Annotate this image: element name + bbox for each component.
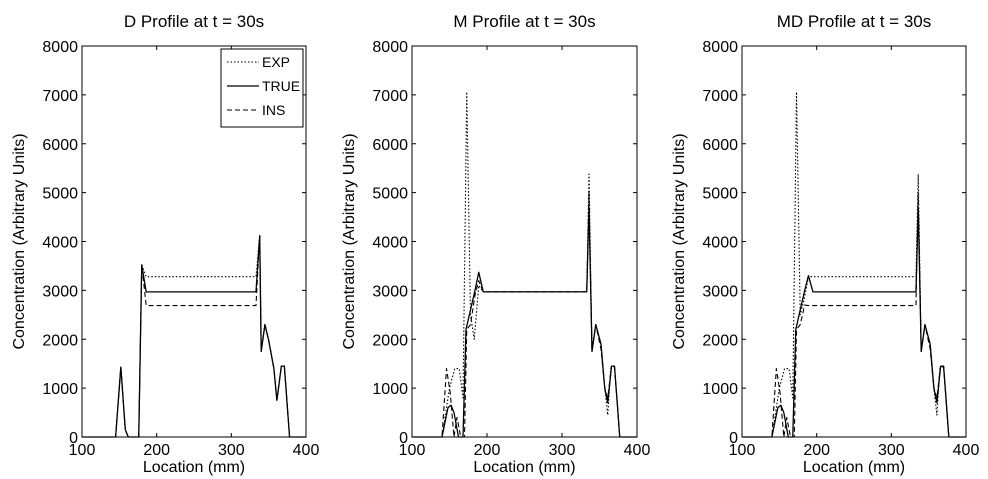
x-tick-label: 200 bbox=[474, 442, 501, 459]
x-axis-label: Location (mm) bbox=[803, 459, 905, 476]
series-group bbox=[82, 234, 306, 438]
series-line-exp bbox=[412, 91, 637, 438]
chart-panel-2: 0 1000 2000 3000 4000 5000 6000 7000 8000 100 200 3… bbox=[341, 12, 650, 476]
y-tick-label: 3000 bbox=[42, 283, 78, 300]
x-tick-label: 400 bbox=[953, 442, 980, 459]
x-tick-label: 300 bbox=[218, 442, 245, 459]
y-tick-label: 1000 bbox=[42, 381, 78, 398]
y-tick-label: 3000 bbox=[372, 283, 408, 300]
y-tick-label: 5000 bbox=[42, 186, 78, 203]
series-group bbox=[742, 91, 966, 438]
y-tick-label: 6000 bbox=[42, 137, 78, 154]
chart-title: MD Profile at t = 30s bbox=[777, 12, 931, 31]
legend-entry-true: TRUE bbox=[262, 78, 300, 94]
y-tick-label: 4000 bbox=[42, 235, 78, 252]
chart-panel-3: 0 1000 2000 3000 4000 5000 6000 7000 8000 100 200 3… bbox=[671, 12, 979, 476]
y-tick-label: 1000 bbox=[702, 381, 738, 398]
y-tick-label: 0 bbox=[729, 430, 738, 447]
series-line-ins bbox=[742, 192, 966, 438]
y-tick-label: 8000 bbox=[702, 39, 738, 56]
y-tick-label: 4000 bbox=[372, 235, 408, 252]
legend-entry-ins: INS bbox=[262, 102, 285, 118]
x-tick-label: 200 bbox=[803, 442, 830, 459]
y-tick-label: 2000 bbox=[42, 332, 78, 349]
x-tick-label: 400 bbox=[293, 442, 320, 459]
y-tick-label: 5000 bbox=[702, 186, 738, 203]
x-axis-label: Location (mm) bbox=[473, 459, 575, 476]
y-tick-label: 7000 bbox=[42, 88, 78, 105]
y-tick-label: 8000 bbox=[372, 39, 408, 56]
plot-area bbox=[412, 46, 637, 437]
y-tick-label: 6000 bbox=[372, 137, 408, 154]
y-tick-label: 2000 bbox=[702, 332, 738, 349]
y-tick-label: 7000 bbox=[372, 88, 408, 105]
legend: EXP TRUE INS bbox=[220, 48, 304, 128]
chart-title: M Profile at t = 30s bbox=[453, 12, 595, 31]
chart-panel-1: 0 1000 2000 3000 4000 5000 6000 7000 8000 100 200 3… bbox=[11, 12, 319, 476]
chart-title: D Profile at t = 30s bbox=[124, 12, 264, 31]
y-tick-label: 7000 bbox=[702, 88, 738, 105]
y-tick-label: 5000 bbox=[372, 186, 408, 203]
y-tick-label: 8000 bbox=[42, 39, 78, 56]
y-tick-label: 0 bbox=[69, 430, 78, 447]
x-tick-label: 300 bbox=[549, 442, 576, 459]
x-tick-label: 200 bbox=[143, 442, 170, 459]
y-axis-label: Concentration (Arbitrary Units) bbox=[341, 133, 358, 349]
series-line-ins bbox=[412, 192, 637, 438]
x-tick-label: 100 bbox=[399, 442, 426, 459]
x-tick-label: 300 bbox=[878, 442, 905, 459]
x-tick-label: 400 bbox=[624, 442, 651, 459]
y-tick-label: 6000 bbox=[702, 137, 738, 154]
series-line-ins bbox=[82, 235, 306, 438]
series-group bbox=[412, 91, 637, 438]
y-axis-label: Concentration (Arbitrary Units) bbox=[11, 133, 28, 349]
legend-entry-exp: EXP bbox=[262, 54, 290, 70]
plot-area bbox=[742, 46, 966, 437]
y-tick-label: 2000 bbox=[372, 332, 408, 349]
y-tick-label: 3000 bbox=[702, 283, 738, 300]
y-tick-label: 0 bbox=[399, 430, 408, 447]
x-tick-label: 100 bbox=[729, 442, 756, 459]
y-tick-label: 4000 bbox=[702, 235, 738, 252]
x-axis-label: Location (mm) bbox=[143, 459, 245, 476]
y-axis-label: Concentration (Arbitrary Units) bbox=[671, 133, 688, 349]
y-tick-label: 1000 bbox=[372, 381, 408, 398]
x-tick-label: 100 bbox=[69, 442, 96, 459]
